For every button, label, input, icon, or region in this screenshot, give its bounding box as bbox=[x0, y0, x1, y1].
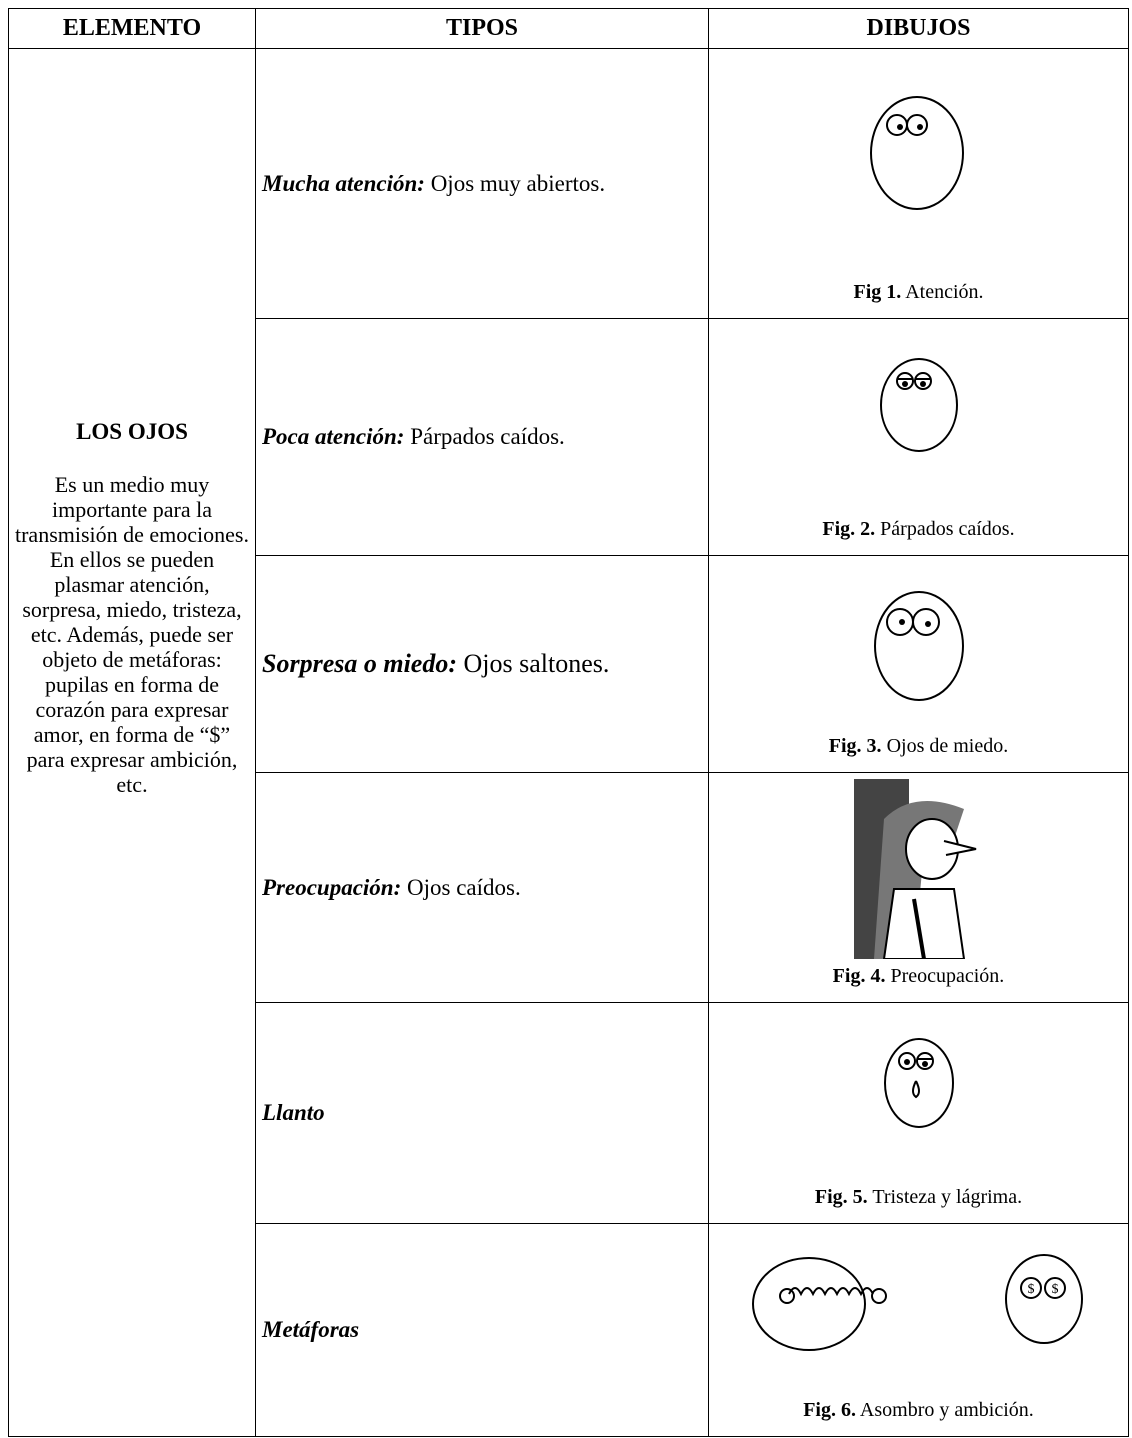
element-title: LOS OJOS bbox=[76, 419, 188, 444]
type-text: Ojos saltones. bbox=[463, 649, 610, 678]
fig-number: Fig. 6. bbox=[803, 1399, 856, 1421]
caption: Fig 1. Atención. bbox=[709, 281, 1128, 304]
type-cell: Sorpresa o miedo: Ojos saltones. bbox=[255, 555, 709, 773]
drawing-cell: Fig. 2. Párpados caídos. bbox=[708, 318, 1129, 556]
type-label: Poca atención: bbox=[262, 424, 405, 449]
drawing-cell: Fig. 5. Tristeza y lágrima. bbox=[708, 1002, 1129, 1224]
caption-text: Tristeza y lágrima. bbox=[872, 1186, 1023, 1208]
type-label: Metáforas bbox=[262, 1317, 360, 1342]
caption-text: Preocupación. bbox=[890, 965, 1005, 987]
caption: Fig. 4. Preocupación. bbox=[709, 965, 1128, 988]
type-label: Mucha atención: bbox=[262, 170, 425, 196]
header: ELEMENTO bbox=[8, 8, 256, 49]
emotion-table: ELEMENTO TIPOS DIBUJOS LOS OJOS Es un me… bbox=[8, 8, 1129, 1437]
svg-text:$: $ bbox=[1027, 1282, 1034, 1297]
caption-text: Párpados caídos. bbox=[880, 518, 1015, 540]
drawing-cell: Fig 1. Atención. bbox=[708, 48, 1129, 319]
caption: Fig. 6. Asombro y ambición. bbox=[709, 1399, 1128, 1422]
face-drawing bbox=[869, 96, 964, 210]
caption-text: Asombro y ambición. bbox=[859, 1399, 1034, 1421]
fig-number: Fig. 5. bbox=[814, 1186, 868, 1208]
type-cell: Poca atención: Párpados caídos. bbox=[255, 318, 709, 556]
face-drawing: $ $ bbox=[751, 1254, 1083, 1351]
header: TIPOS bbox=[255, 8, 709, 49]
type-cell: Llanto bbox=[255, 1002, 709, 1224]
type-label: Sorpresa o miedo: bbox=[262, 649, 457, 678]
type-label: Llanto bbox=[262, 1100, 325, 1125]
face-drawing bbox=[873, 591, 964, 701]
type-text: Párpados caídos. bbox=[410, 424, 565, 449]
drawing-cell: Fig. 3. Ojos de miedo. bbox=[708, 555, 1129, 773]
type-cell: Preocupación: Ojos caídos. bbox=[255, 772, 709, 1003]
type-cell: Mucha atención: Ojos muy abiertos. bbox=[255, 48, 709, 319]
face-drawing bbox=[883, 1038, 954, 1128]
type-label: Preocupación: bbox=[262, 874, 402, 900]
caption-text: Ojos de miedo. bbox=[886, 735, 1009, 757]
type-text: Ojos caídos. bbox=[407, 874, 521, 900]
svg-text:$: $ bbox=[1051, 1282, 1058, 1297]
fig-number: Fig. 3. bbox=[828, 735, 882, 757]
caption: Fig. 5. Tristeza y lágrima. bbox=[709, 1186, 1128, 1209]
caption: Fig. 2. Párpados caídos. bbox=[709, 518, 1128, 541]
caption: Fig. 3. Ojos de miedo. bbox=[709, 735, 1128, 758]
element-cell: LOS OJOS Es un medio muy importante para… bbox=[8, 48, 256, 1437]
fig-number: Fig. 4. bbox=[832, 965, 886, 987]
caption-text: Atención. bbox=[905, 281, 984, 303]
fig-number: Fig. 2. bbox=[822, 518, 876, 540]
type-text: Ojos muy abiertos. bbox=[430, 170, 606, 196]
illustration bbox=[853, 779, 976, 959]
drawing-cell: Fig. 4. Preocupación. bbox=[708, 772, 1129, 1003]
face-drawing bbox=[879, 358, 958, 452]
header: DIBUJOS bbox=[708, 8, 1129, 49]
type-cell: Metáforas bbox=[255, 1223, 709, 1437]
drawing-cell: $ $ Fig. 6. Asombro y ambición. bbox=[708, 1223, 1129, 1437]
element-description: Es un medio muy importante para la trans… bbox=[14, 472, 249, 797]
fig-number: Fig 1. bbox=[853, 281, 902, 303]
